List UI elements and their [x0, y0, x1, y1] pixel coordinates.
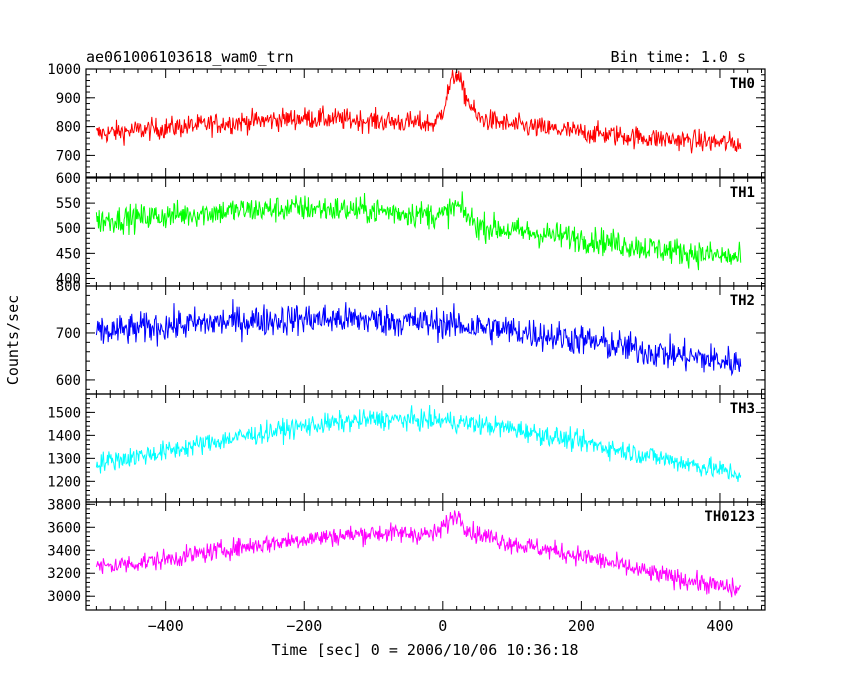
y-tick-label: 1200 [47, 474, 81, 490]
panel-th0123: 3000 3200 3400 3600 3800 TH0123 [47, 497, 766, 611]
panel-th1: 400 450 500 550 600 TH1 [56, 171, 766, 287]
x-tick-label: 400 [706, 617, 733, 635]
chart-title: ae061006103618_wam0_trn [86, 48, 294, 66]
y-tick-label: 600 [56, 373, 81, 389]
y-tick-label: 400 [56, 271, 81, 287]
bin-time-label: Bin time: 1.0 s [611, 48, 746, 66]
y-tick-label: 3000 [47, 589, 81, 605]
y-tick-label: 900 [56, 91, 81, 107]
y-tick-label: 450 [56, 246, 81, 262]
y-tick-label: 3200 [47, 566, 81, 582]
panel-frame [85, 285, 766, 395]
series-line-th0123 [95, 510, 742, 598]
series-line-th3 [95, 404, 742, 482]
series-line-th2 [95, 299, 742, 377]
y-tick-label: 3600 [47, 520, 81, 536]
panel-label: TH2 [730, 293, 755, 309]
panel-th0: 700 800 900 1000 TH0 [47, 62, 766, 178]
x-axis-label: Time [sec] 0 = 2006/10/06 10:36:18 [271, 641, 578, 659]
x-tick-label: −400 [148, 617, 184, 635]
y-tick-label: 600 [56, 171, 81, 187]
y-tick-label: 500 [56, 221, 81, 237]
series-line-th0 [95, 69, 742, 154]
y-axis-label: Counts/sec [4, 295, 22, 385]
y-tick-label: 1000 [47, 62, 81, 78]
y-tick-label: 800 [56, 120, 81, 136]
y-tick-label: 1300 [47, 451, 81, 467]
panel-label: TH1 [730, 185, 755, 201]
y-tick-label: 1400 [47, 428, 81, 444]
y-tick-label: 550 [56, 196, 81, 212]
x-tick-label: −200 [286, 617, 322, 635]
y-tick-label: 700 [56, 326, 81, 342]
panel-label: TH0123 [704, 509, 755, 525]
panel-frame [85, 68, 766, 178]
panel-th3: 1200 1300 1400 1500 TH3 [47, 393, 766, 503]
x-tick-label: 0 [438, 617, 447, 635]
panel-label: TH0 [730, 76, 755, 92]
series-line-th1 [95, 191, 742, 271]
y-tick-label: 1500 [47, 405, 81, 421]
panel-frame [85, 177, 766, 287]
y-tick-label: 800 [56, 279, 81, 295]
panel-label: TH3 [730, 401, 755, 417]
y-tick-label: 700 [56, 148, 81, 164]
panels-group: 7008009001000TH0400450500550600TH1600700… [47, 62, 766, 635]
panel-th2: 600 700 800 TH2 [56, 279, 766, 395]
x-tick-label: 200 [568, 617, 595, 635]
y-tick-label: 3400 [47, 543, 81, 559]
y-tick-label: 3800 [47, 497, 81, 513]
panel-frame [85, 501, 766, 611]
